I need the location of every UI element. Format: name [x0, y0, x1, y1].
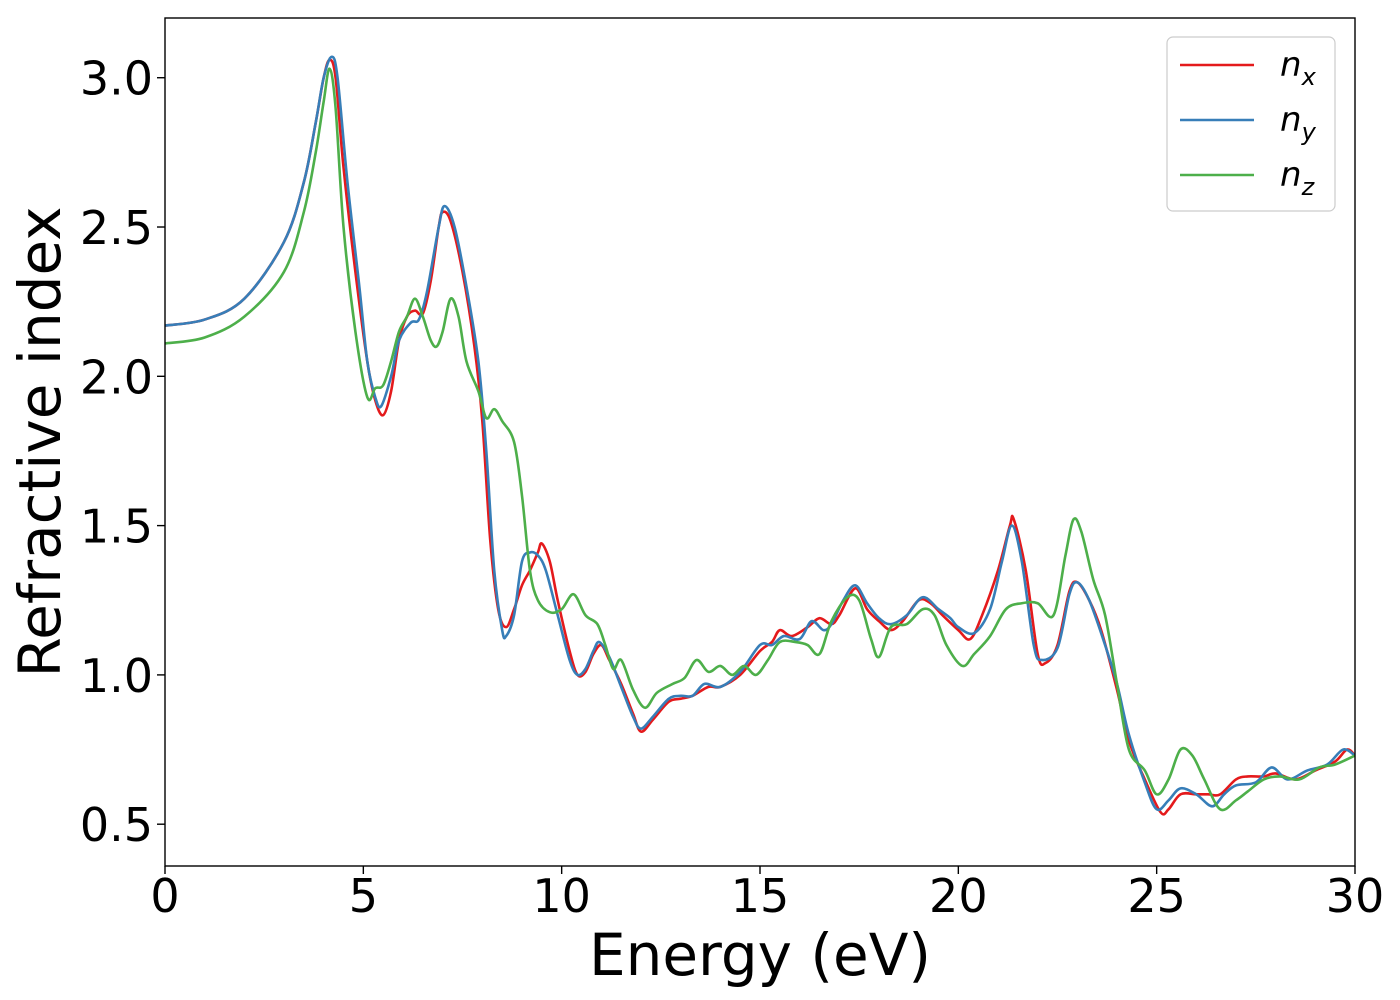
series-line-z — [165, 67, 1355, 812]
y-tick-label: 1.5 — [80, 500, 153, 554]
x-tick-label: 30 — [1326, 869, 1385, 923]
legend-box — [1166, 36, 1336, 212]
y-axis: 0.5 1.0 1.5 2.0 2.5 3.0 — [80, 52, 165, 852]
x-tick-label: 5 — [349, 869, 378, 923]
x-tick-label: 10 — [532, 869, 591, 923]
x-tick-label: 20 — [929, 869, 988, 923]
y-tick-label: 1.0 — [80, 649, 153, 703]
legend-label-y: ny — [1280, 100, 1317, 146]
legend: nx ny nz — [1166, 36, 1336, 212]
legend-label-z: nz — [1280, 155, 1316, 201]
series-layer — [165, 55, 1355, 816]
x-tick-label: 25 — [1127, 869, 1186, 923]
legend-label-x: nx — [1280, 45, 1317, 91]
y-tick-label: 2.5 — [80, 201, 153, 255]
x-axis-title: Energy (eV) — [589, 921, 931, 989]
x-axis: 0 5 10 15 20 25 30 — [150, 866, 1384, 923]
y-axis-title: Refractive index — [6, 206, 74, 677]
x-tick-label: 15 — [731, 869, 790, 923]
y-tick-label: 3.0 — [80, 52, 153, 106]
y-tick-label: 2.0 — [80, 350, 153, 404]
x-tick-label: 0 — [150, 869, 179, 923]
y-tick-label: 0.5 — [80, 798, 153, 852]
